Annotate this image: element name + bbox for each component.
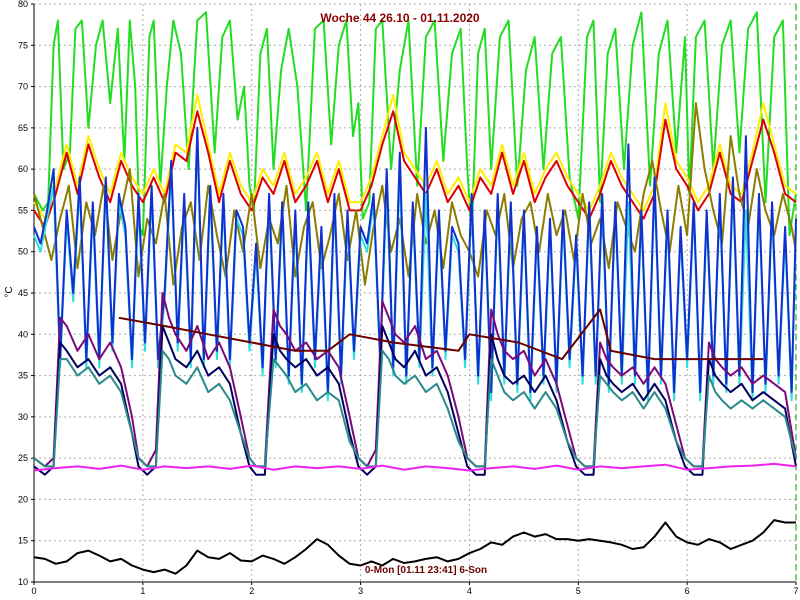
x-tick-label: 4	[467, 586, 472, 596]
y-tick-label: 50	[18, 247, 28, 257]
series-line-10	[118, 308, 764, 361]
y-tick-label: 30	[18, 412, 28, 422]
x-tick-label: 7	[793, 586, 798, 596]
x-tick-label: 1	[140, 586, 145, 596]
y-tick-label: 45	[18, 288, 28, 298]
chart-footer: 0-Mon [01.11 23:41] 6-Son	[365, 565, 487, 576]
series-lines	[33, 11, 797, 575]
x-tick-label: 2	[249, 586, 254, 596]
series-line-11	[33, 462, 797, 472]
x-tick-label: 6	[685, 586, 690, 596]
series-line-2	[33, 93, 797, 220]
y-tick-label: 40	[18, 329, 28, 339]
series-line-4	[33, 102, 797, 286]
y-tick-label: 20	[18, 494, 28, 504]
axes	[31, 3, 797, 585]
series-line-3	[33, 110, 797, 228]
series-line-8	[33, 325, 797, 476]
y-tick-label: 60	[18, 164, 28, 174]
y-tick-label: 10	[18, 577, 28, 587]
y-tick-label: 15	[18, 536, 28, 546]
series-line-12	[33, 519, 796, 575]
series-line-9	[33, 349, 797, 468]
series-line-7	[33, 292, 797, 468]
y-axis-label: °C	[4, 286, 15, 297]
y-tick-label: 75	[18, 40, 28, 50]
chart-title: Woche 44 26.10 - 01.11.2020	[320, 11, 480, 25]
y-tick-label: 35	[18, 371, 28, 381]
x-tick-label: 0	[31, 586, 36, 596]
y-tick-label: 80	[18, 0, 28, 9]
y-tick-label: 25	[18, 453, 28, 463]
y-tick-label: 55	[18, 205, 28, 215]
x-tick-label: 5	[576, 586, 581, 596]
y-tick-label: 65	[18, 123, 28, 133]
y-tick-label: 70	[18, 82, 28, 92]
x-tick-label: 3	[358, 586, 363, 596]
